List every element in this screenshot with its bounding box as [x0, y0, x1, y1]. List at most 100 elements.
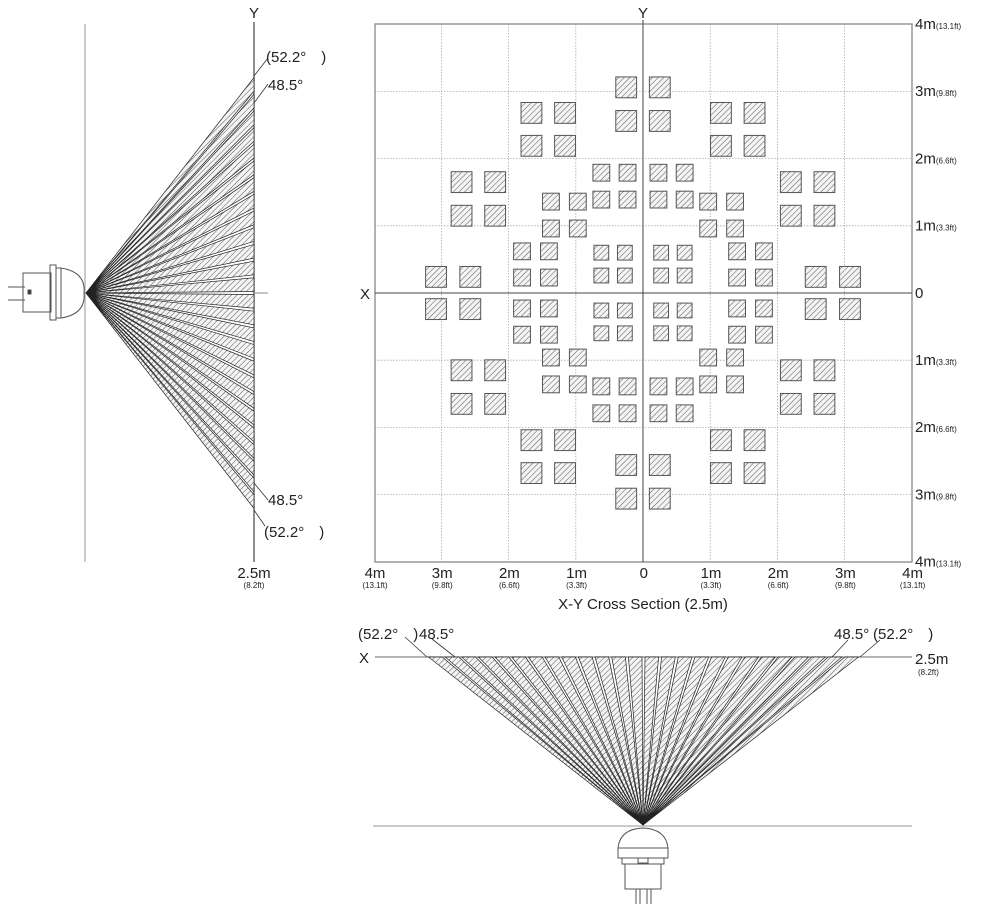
detection-zone: [484, 359, 507, 382]
detection-zone: [649, 404, 668, 423]
detection-zone: [779, 359, 802, 382]
detection-zone: [592, 163, 611, 182]
tick-label-ft: (13.1ft): [936, 22, 962, 31]
detection-beam: [611, 656, 644, 826]
leader-line: [404, 636, 428, 658]
leader-line: [431, 638, 456, 658]
detection-zone: [839, 265, 861, 288]
detection-beam: [642, 656, 676, 826]
tick-label: 0: [640, 565, 648, 582]
detection-zone: [459, 298, 482, 321]
detection-zone: [568, 192, 587, 211]
detection-beam: [85, 292, 255, 493]
tick-label-ft: (9.8ft): [936, 492, 957, 501]
detection-zone: [726, 348, 744, 367]
detection-zone: [675, 190, 694, 209]
tick-label: 4m: [365, 565, 386, 582]
detection-zone: [653, 302, 670, 319]
detection-zone: [484, 204, 507, 227]
detection-zone: [568, 375, 587, 394]
detection-zone: [710, 101, 732, 124]
detection-beam: [642, 656, 793, 826]
sensor-front-icon: [617, 827, 669, 904]
detection-beam: [511, 656, 644, 826]
detection-zone: [649, 377, 668, 396]
detection-beam: [642, 656, 693, 826]
detection-zone: [450, 392, 473, 415]
detection-zone: [676, 267, 693, 284]
detection-zone: [616, 244, 633, 261]
detection-zone: [542, 375, 560, 394]
detection-zone: [520, 134, 543, 157]
cross-x-axis-label: X: [360, 286, 370, 303]
detection-zone: [520, 429, 543, 452]
detection-zone: [450, 204, 473, 227]
detection-zone: [839, 298, 861, 321]
detection-beam: [85, 193, 255, 294]
detection-beam: [85, 292, 255, 376]
tick-label: 3m: [835, 565, 856, 582]
detection-zone: [540, 268, 558, 287]
detection-zone: [676, 244, 693, 261]
detection-beam: [85, 292, 255, 510]
detection-zone: [618, 404, 637, 423]
tick-label: 0: [915, 285, 923, 302]
detection-zone: [755, 268, 773, 287]
detection-beam: [85, 176, 255, 294]
tick-label: 3m(9.8ft): [915, 486, 957, 503]
tick-label: 1m(3.3ft): [915, 218, 957, 235]
detection-beam: [642, 656, 810, 826]
front-distance: 2.5m: [915, 651, 948, 668]
detection-beam: [477, 656, 644, 826]
detection-zone: [743, 462, 766, 485]
detection-beam: [85, 143, 255, 294]
detection-zone: [676, 302, 693, 319]
detection-beam: [85, 292, 255, 343]
detection-zone: [648, 110, 671, 132]
tick-label: 4m(13.1ft): [915, 16, 962, 33]
detection-beam: [85, 292, 255, 426]
detection-zone: [513, 299, 531, 318]
detection-zone: [755, 242, 773, 261]
detection-zone: [540, 325, 558, 344]
detection-beam: [544, 656, 644, 826]
detection-zone: [728, 325, 746, 344]
detection-zone: [804, 298, 827, 321]
detection-zone: [648, 454, 671, 476]
detection-zone: [615, 454, 638, 476]
detection-beam: [85, 277, 255, 294]
detection-zone: [616, 302, 633, 319]
detection-zone: [592, 377, 611, 396]
detection-zone: [425, 265, 447, 288]
detection-zone: [743, 101, 766, 124]
detection-zone: [520, 462, 543, 485]
detection-zone: [743, 134, 766, 157]
detection-zone: [813, 204, 836, 227]
lower-inner-angle: 48.5°: [268, 492, 303, 509]
detection-zone: [554, 462, 576, 485]
detection-zone: [675, 377, 694, 396]
detection-zone: [554, 134, 576, 157]
detection-zone: [542, 348, 560, 367]
detection-zone: [710, 429, 732, 452]
detection-zone: [540, 299, 558, 318]
detection-zone: [699, 375, 718, 394]
detection-zone: [699, 219, 718, 238]
detection-beam: [444, 656, 644, 826]
right-tick-labels: 4m(13.1ft) 3m(9.8ft) 2m(6.6ft) 1m(3.3ft) 0 1m…: [915, 16, 962, 571]
detection-beam: [460, 656, 644, 826]
detection-beam: [642, 656, 660, 826]
cross-section-title: X-Y Cross Section (2.5m): [558, 596, 728, 613]
tick-label-ft: (3.3ft): [566, 581, 587, 590]
detection-beam: [85, 292, 255, 309]
detection-beam: [561, 656, 644, 826]
detection-zone: [813, 171, 836, 194]
detection-zone: [593, 325, 610, 342]
side-view: Y (52.2° ) 48.5° 48.5° (52.2° ) 2.5m (8.…: [8, 5, 326, 590]
tick-label-ft: (13.1ft): [362, 581, 388, 590]
detection-beam: [642, 656, 843, 826]
detection-zone: [813, 392, 836, 415]
detection-zone: [804, 265, 827, 288]
